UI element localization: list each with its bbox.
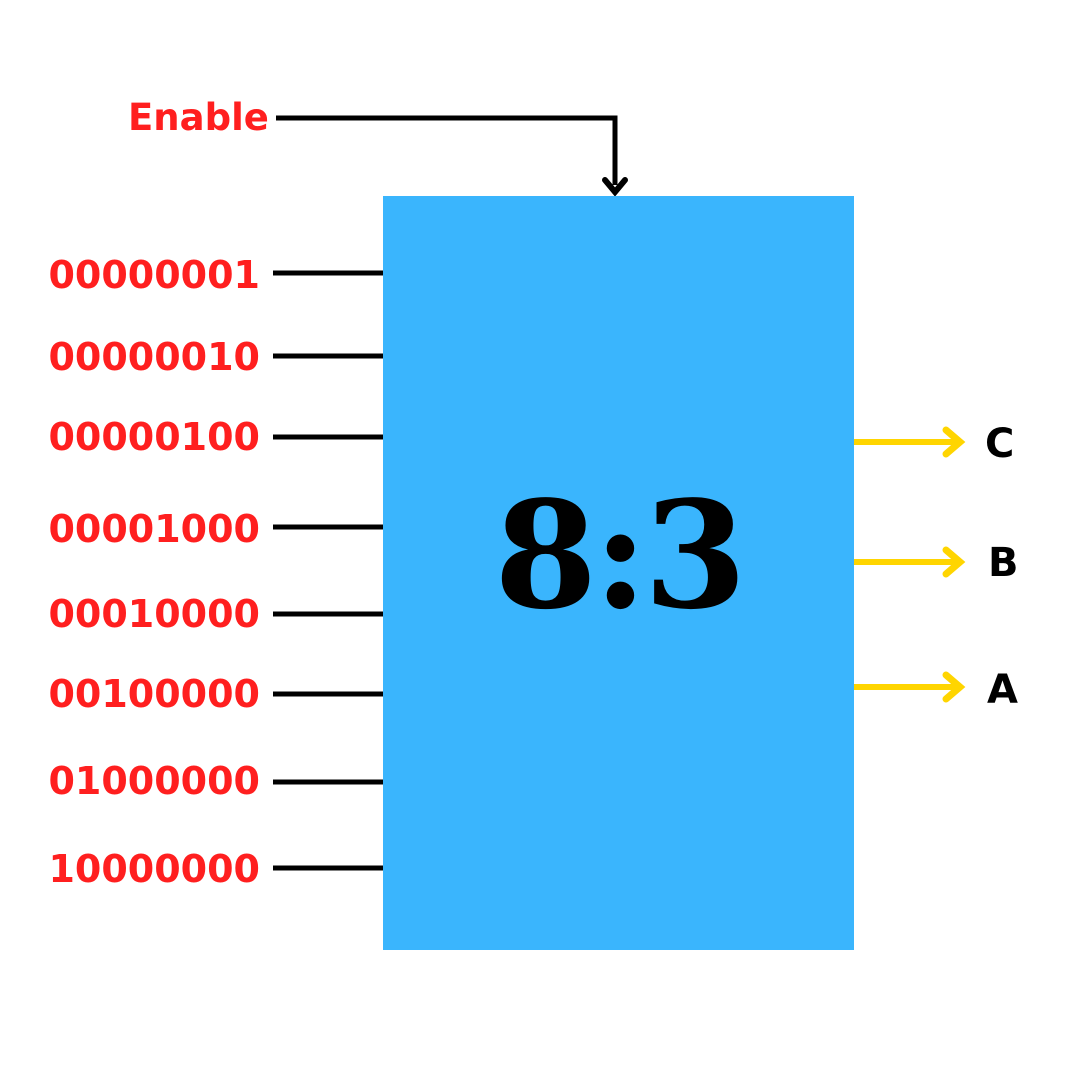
input-label-1: 00000010: [48, 335, 260, 379]
input-label-2: 00000100: [48, 415, 260, 459]
output-arrowhead-b: [942, 546, 966, 578]
encoder-block: [383, 196, 854, 950]
enable-arrowhead: [602, 177, 628, 197]
enable-wire: [276, 115, 618, 185]
output-label-b: B: [988, 540, 1019, 586]
output-arrowhead-a: [942, 671, 966, 703]
input-label-5: 00100000: [48, 672, 260, 716]
encoder-block-label: 8:3: [494, 468, 747, 642]
input-label-0: 00000001: [48, 253, 260, 297]
input-label-4: 00010000: [48, 592, 260, 636]
output-label-a: A: [987, 667, 1018, 713]
input-label-3: 00001000: [48, 507, 260, 551]
output-label-c: C: [985, 421, 1015, 467]
input-label-7: 10000000: [48, 847, 260, 891]
output-arrowhead-c: [942, 426, 966, 458]
enable-label: Enable: [128, 96, 269, 139]
input-label-6: 01000000: [48, 759, 260, 803]
